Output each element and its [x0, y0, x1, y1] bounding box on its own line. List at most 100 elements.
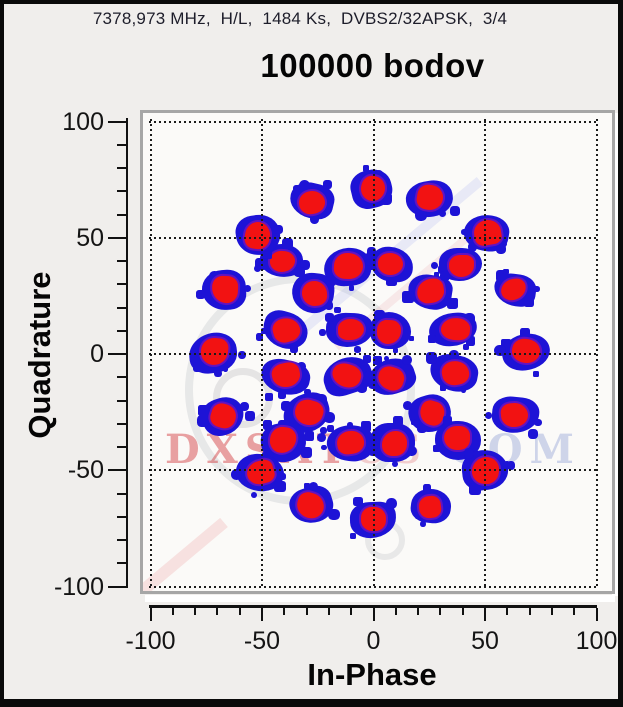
x-minor-tick	[417, 608, 420, 615]
y-minor-tick	[117, 446, 128, 448]
cluster-speckle	[300, 259, 311, 270]
x-minor-tick	[550, 608, 553, 615]
cluster-speckle	[428, 335, 436, 343]
cluster-speckle	[502, 268, 509, 275]
cluster-speckle	[433, 272, 440, 278]
cluster-speckle	[214, 369, 222, 378]
cluster-speckle	[356, 383, 367, 394]
cluster-speckle	[467, 242, 478, 252]
cluster-speckle	[469, 483, 482, 496]
y-minor-tick	[117, 399, 128, 402]
cluster-speckle	[222, 366, 229, 372]
cluster-speckle	[324, 312, 334, 322]
window-border-left	[0, 0, 4, 707]
cluster-speckle	[438, 209, 446, 218]
cluster-speckle	[393, 347, 399, 353]
cluster-speckle	[425, 352, 437, 364]
y-minor-tick	[117, 562, 128, 565]
y-minor-tick	[117, 306, 128, 309]
x-tick-label: -50	[243, 627, 281, 655]
x-minor-tick	[305, 608, 308, 615]
cluster-core	[337, 318, 364, 341]
cluster-speckle	[533, 371, 539, 377]
cluster-speckle	[317, 277, 323, 283]
cluster-speckle	[405, 445, 417, 457]
y-major-tick	[108, 236, 128, 239]
cluster-speckle	[243, 285, 251, 293]
cluster-speckle	[255, 333, 264, 341]
cluster-speckle	[439, 271, 450, 282]
y-minor-tick	[117, 376, 128, 379]
gridline-horizontal	[149, 585, 598, 588]
cluster-speckle	[278, 391, 287, 400]
x-tick-label: -100	[125, 627, 176, 655]
cluster-speckle	[465, 336, 476, 346]
cluster-speckle	[403, 401, 413, 411]
y-major-tick	[108, 120, 128, 123]
cluster-speckle	[422, 484, 431, 493]
cluster-speckle	[322, 180, 333, 190]
x-axis-line	[149, 605, 597, 608]
cluster-speckle	[264, 251, 273, 260]
cluster-speckle	[373, 356, 382, 365]
x-major-tick	[595, 608, 598, 621]
cluster-speckle	[363, 165, 370, 172]
cluster-speckle	[195, 289, 205, 299]
cluster-speckle	[410, 418, 417, 425]
cluster-speckle	[350, 532, 357, 539]
cluster-speckle	[495, 270, 508, 283]
x-tick-label: 0	[366, 627, 381, 655]
cluster-speckle	[277, 419, 290, 432]
cluster-speckle	[262, 420, 272, 430]
cluster-speckle	[290, 345, 298, 353]
x-major-tick	[149, 608, 152, 621]
cluster-speckle	[298, 180, 311, 192]
cluster-speckle	[304, 431, 315, 441]
cluster-speckle	[533, 285, 540, 293]
cluster-speckle	[438, 264, 448, 275]
cluster-speckle	[463, 448, 475, 460]
constellation-plot-area: DXSATCS COM	[143, 113, 612, 591]
gridline-horizontal	[149, 120, 598, 123]
cluster-speckle	[353, 497, 363, 507]
cluster-speckle	[506, 461, 516, 470]
cluster-speckle	[446, 298, 459, 310]
gridline-horizontal	[149, 236, 598, 239]
y-minor-tick	[117, 422, 128, 425]
cluster-speckle	[301, 274, 309, 282]
cluster-speckle	[197, 414, 209, 427]
cluster-speckle	[235, 228, 242, 235]
cluster-speckle	[320, 444, 327, 451]
cluster-speckle	[419, 520, 426, 527]
cluster-speckle	[431, 262, 439, 270]
x-minor-tick	[194, 608, 197, 615]
cluster-speckle	[265, 393, 274, 401]
cluster-speckle	[320, 426, 328, 434]
x-major-tick	[484, 608, 486, 621]
cluster-speckle	[317, 433, 327, 443]
cluster-speckle	[282, 238, 294, 250]
y-minor-tick	[117, 143, 128, 146]
cluster-speckle	[385, 498, 397, 510]
x-minor-tick	[394, 608, 397, 615]
cluster-speckle	[408, 336, 415, 342]
cluster-speckle	[208, 270, 220, 282]
x-tick-label: 100	[575, 627, 618, 655]
chart-title: 100000 bodov	[260, 47, 485, 84]
gridline-horizontal	[149, 469, 598, 472]
cluster-speckle	[364, 259, 372, 266]
y-minor-tick	[117, 167, 128, 169]
cluster-speckle	[324, 206, 332, 214]
x-major-tick	[261, 608, 263, 621]
signal-info-line: 7378,973 MHz, H/L, 1484 Ks, DVBS2/32APSK…	[92, 9, 508, 28]
cluster-speckle	[461, 387, 467, 394]
cluster-speckle	[384, 356, 390, 362]
cluster-speckle	[328, 508, 341, 521]
y-tick-label: 50	[76, 223, 104, 252]
cluster-speckle	[250, 492, 257, 499]
cluster-speckle	[273, 224, 283, 235]
cluster-speckle	[494, 344, 506, 357]
y-minor-tick	[117, 492, 128, 495]
cluster-speckle	[324, 300, 334, 310]
cluster-speckle	[278, 473, 286, 481]
